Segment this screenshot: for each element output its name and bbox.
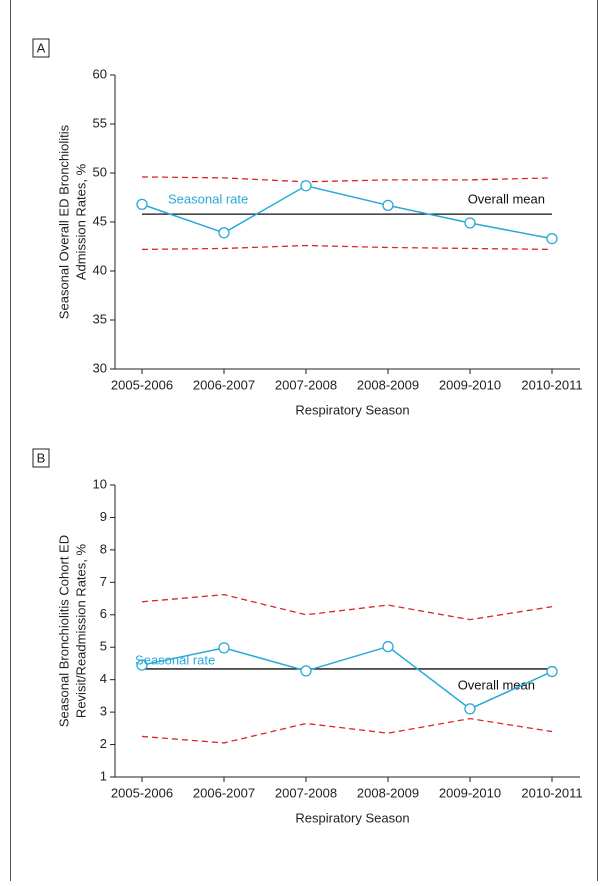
- x-tick-label: 2008-2009: [357, 785, 419, 800]
- y-tick-label: 7: [100, 574, 107, 589]
- confidence-line: [141, 244, 553, 251]
- y-axis-title: Seasonal Overall ED Bronchiolitis: [56, 124, 71, 319]
- y-tick-label: 45: [93, 213, 107, 228]
- x-tick-label: 2007-2008: [275, 377, 337, 392]
- x-axis-title: Respiratory Season: [295, 402, 409, 417]
- rate-marker: [546, 233, 558, 245]
- rate-line: [141, 184, 553, 240]
- y-axis-title: Revisit/Readmission Rates, %: [73, 544, 88, 719]
- confidence-line: [141, 176, 553, 183]
- rate-marker: [382, 640, 394, 653]
- y-tick-label: 50: [93, 164, 107, 179]
- x-tick-label: 2006-2007: [193, 377, 255, 392]
- panel-label: B: [37, 450, 46, 465]
- rate-marker: [136, 659, 148, 671]
- rate-marker: [218, 642, 230, 654]
- rate-marker: [546, 665, 558, 678]
- y-tick-label: 3: [100, 704, 107, 719]
- y-axis-title: Seasonal Bronchiolitis Cohort ED: [56, 535, 71, 727]
- y-tick-label: 1: [100, 768, 107, 783]
- rate-marker: [218, 227, 230, 239]
- x-tick-label: 2005-2006: [111, 377, 173, 392]
- y-tick-label: 5: [100, 639, 107, 654]
- x-tick-label: 2010-2011: [521, 377, 582, 392]
- rate-marker: [300, 665, 312, 677]
- y-tick-label: 10: [93, 476, 107, 491]
- panel-box: [32, 38, 50, 58]
- rate-marker: [136, 198, 148, 211]
- panel-box: [32, 448, 50, 468]
- rate-marker: [464, 703, 476, 715]
- x-tick-label: 2005-2006: [111, 785, 173, 800]
- confidence-line: [141, 594, 553, 621]
- y-tick-label: 35: [93, 311, 107, 326]
- rate-marker: [300, 180, 312, 192]
- x-tick-label: 2007-2008: [275, 785, 337, 800]
- panel-label: A: [37, 40, 46, 55]
- x-tick-label: 2010-2011: [521, 785, 582, 800]
- x-tick-label: 2009-2010: [439, 377, 501, 392]
- series-label: Seasonal rate: [168, 191, 248, 206]
- confidence-line: [141, 717, 553, 744]
- y-tick-label: 6: [100, 606, 107, 621]
- series-label: Overall mean: [468, 191, 545, 206]
- y-tick-label: 2: [100, 736, 107, 751]
- y-tick-label: 55: [93, 115, 107, 130]
- y-tick-label: 30: [93, 360, 107, 375]
- x-tick-label: 2006-2007: [193, 785, 255, 800]
- y-tick-label: 60: [93, 66, 107, 81]
- x-axis-title: Respiratory Season: [295, 810, 409, 825]
- series-label: Seasonal rate: [135, 652, 215, 667]
- y-tick-label: 8: [100, 541, 107, 556]
- x-tick-label: 2008-2009: [357, 377, 419, 392]
- rate-marker: [382, 199, 394, 211]
- y-tick-label: 4: [100, 671, 107, 686]
- y-tick-label: 40: [93, 262, 107, 277]
- rate-marker: [464, 217, 476, 229]
- rate-line: [141, 645, 553, 710]
- y-axis-title: Admission Rates, %: [73, 163, 88, 280]
- x-tick-label: 2009-2010: [439, 785, 501, 800]
- y-tick-label: 9: [100, 509, 107, 524]
